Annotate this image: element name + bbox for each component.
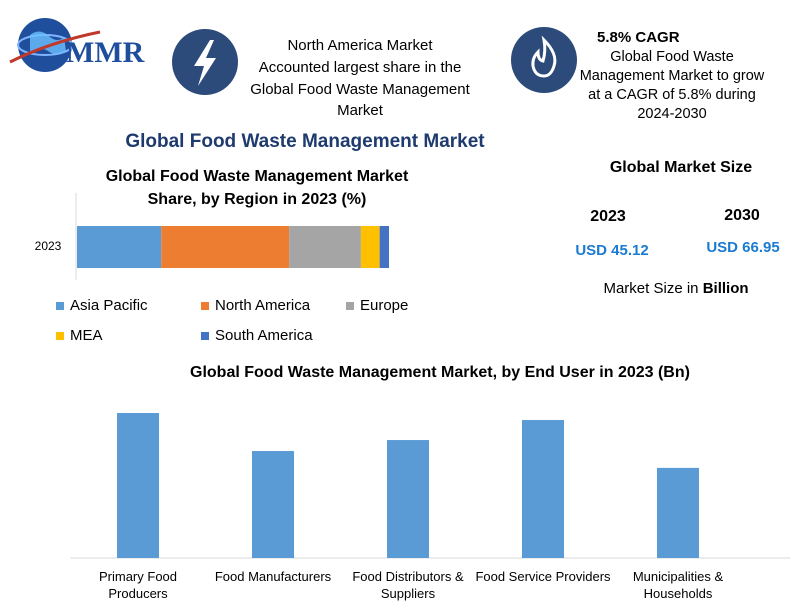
x-tick-label: Food Service Providers [475,569,611,584]
y-tick-label: 2023 [34,239,62,253]
year: 2023 [590,208,626,225]
legend-swatch [56,332,64,340]
legend-swatch [346,302,354,310]
logo-text: MMR [66,36,145,69]
market-value: USD 45.12 [575,242,649,259]
market-note: Market Size in Billion [576,278,776,300]
legend-label: MEA [70,327,103,344]
x-tick-label: Municipalities & Households [632,569,724,601]
year: 2030 [724,207,760,224]
market-value: USD 66.95 [706,239,780,256]
legend-swatch [56,302,64,310]
logo-globe [9,18,101,72]
legend-label: Europe [360,297,409,314]
note-unit: Billion [702,280,749,297]
info-title: 5.8% CAGR [597,29,680,46]
bar-segment [161,226,290,268]
icon-lightning [172,29,238,95]
bar [387,440,429,558]
info-text: North America Market Accounted largest s… [250,37,470,120]
legend-label: South America [215,327,313,344]
x-tick-label: Food Distributors & Suppliers [352,569,464,601]
main-title: Global Food Waste Management Market [125,131,485,152]
legend-label: Asia Pacific [70,297,148,314]
bar-segment [289,226,361,268]
icon-flame [511,27,577,93]
bar-segment [77,226,162,268]
legend-swatch [201,302,209,310]
bar-segment [360,226,380,268]
legend-swatch [201,332,209,340]
x-tick-label: Primary Food Producers [98,569,178,601]
x-tick-label: Food Manufacturers [214,569,332,584]
note-text: Market Size in [603,280,699,297]
info-text: Global Food Waste Management Market to g… [579,49,765,122]
bar [252,451,294,558]
market-size-title: Global Market Size [609,159,753,176]
bar [117,413,159,558]
bar [657,467,699,558]
legend-label: North America [215,297,311,314]
chart-title: Global Food Waste Management Market Shar… [105,168,409,209]
chart-title: Global Food Waste Management Market, by … [190,364,690,381]
bar-segment [379,226,389,268]
bar [522,420,564,558]
